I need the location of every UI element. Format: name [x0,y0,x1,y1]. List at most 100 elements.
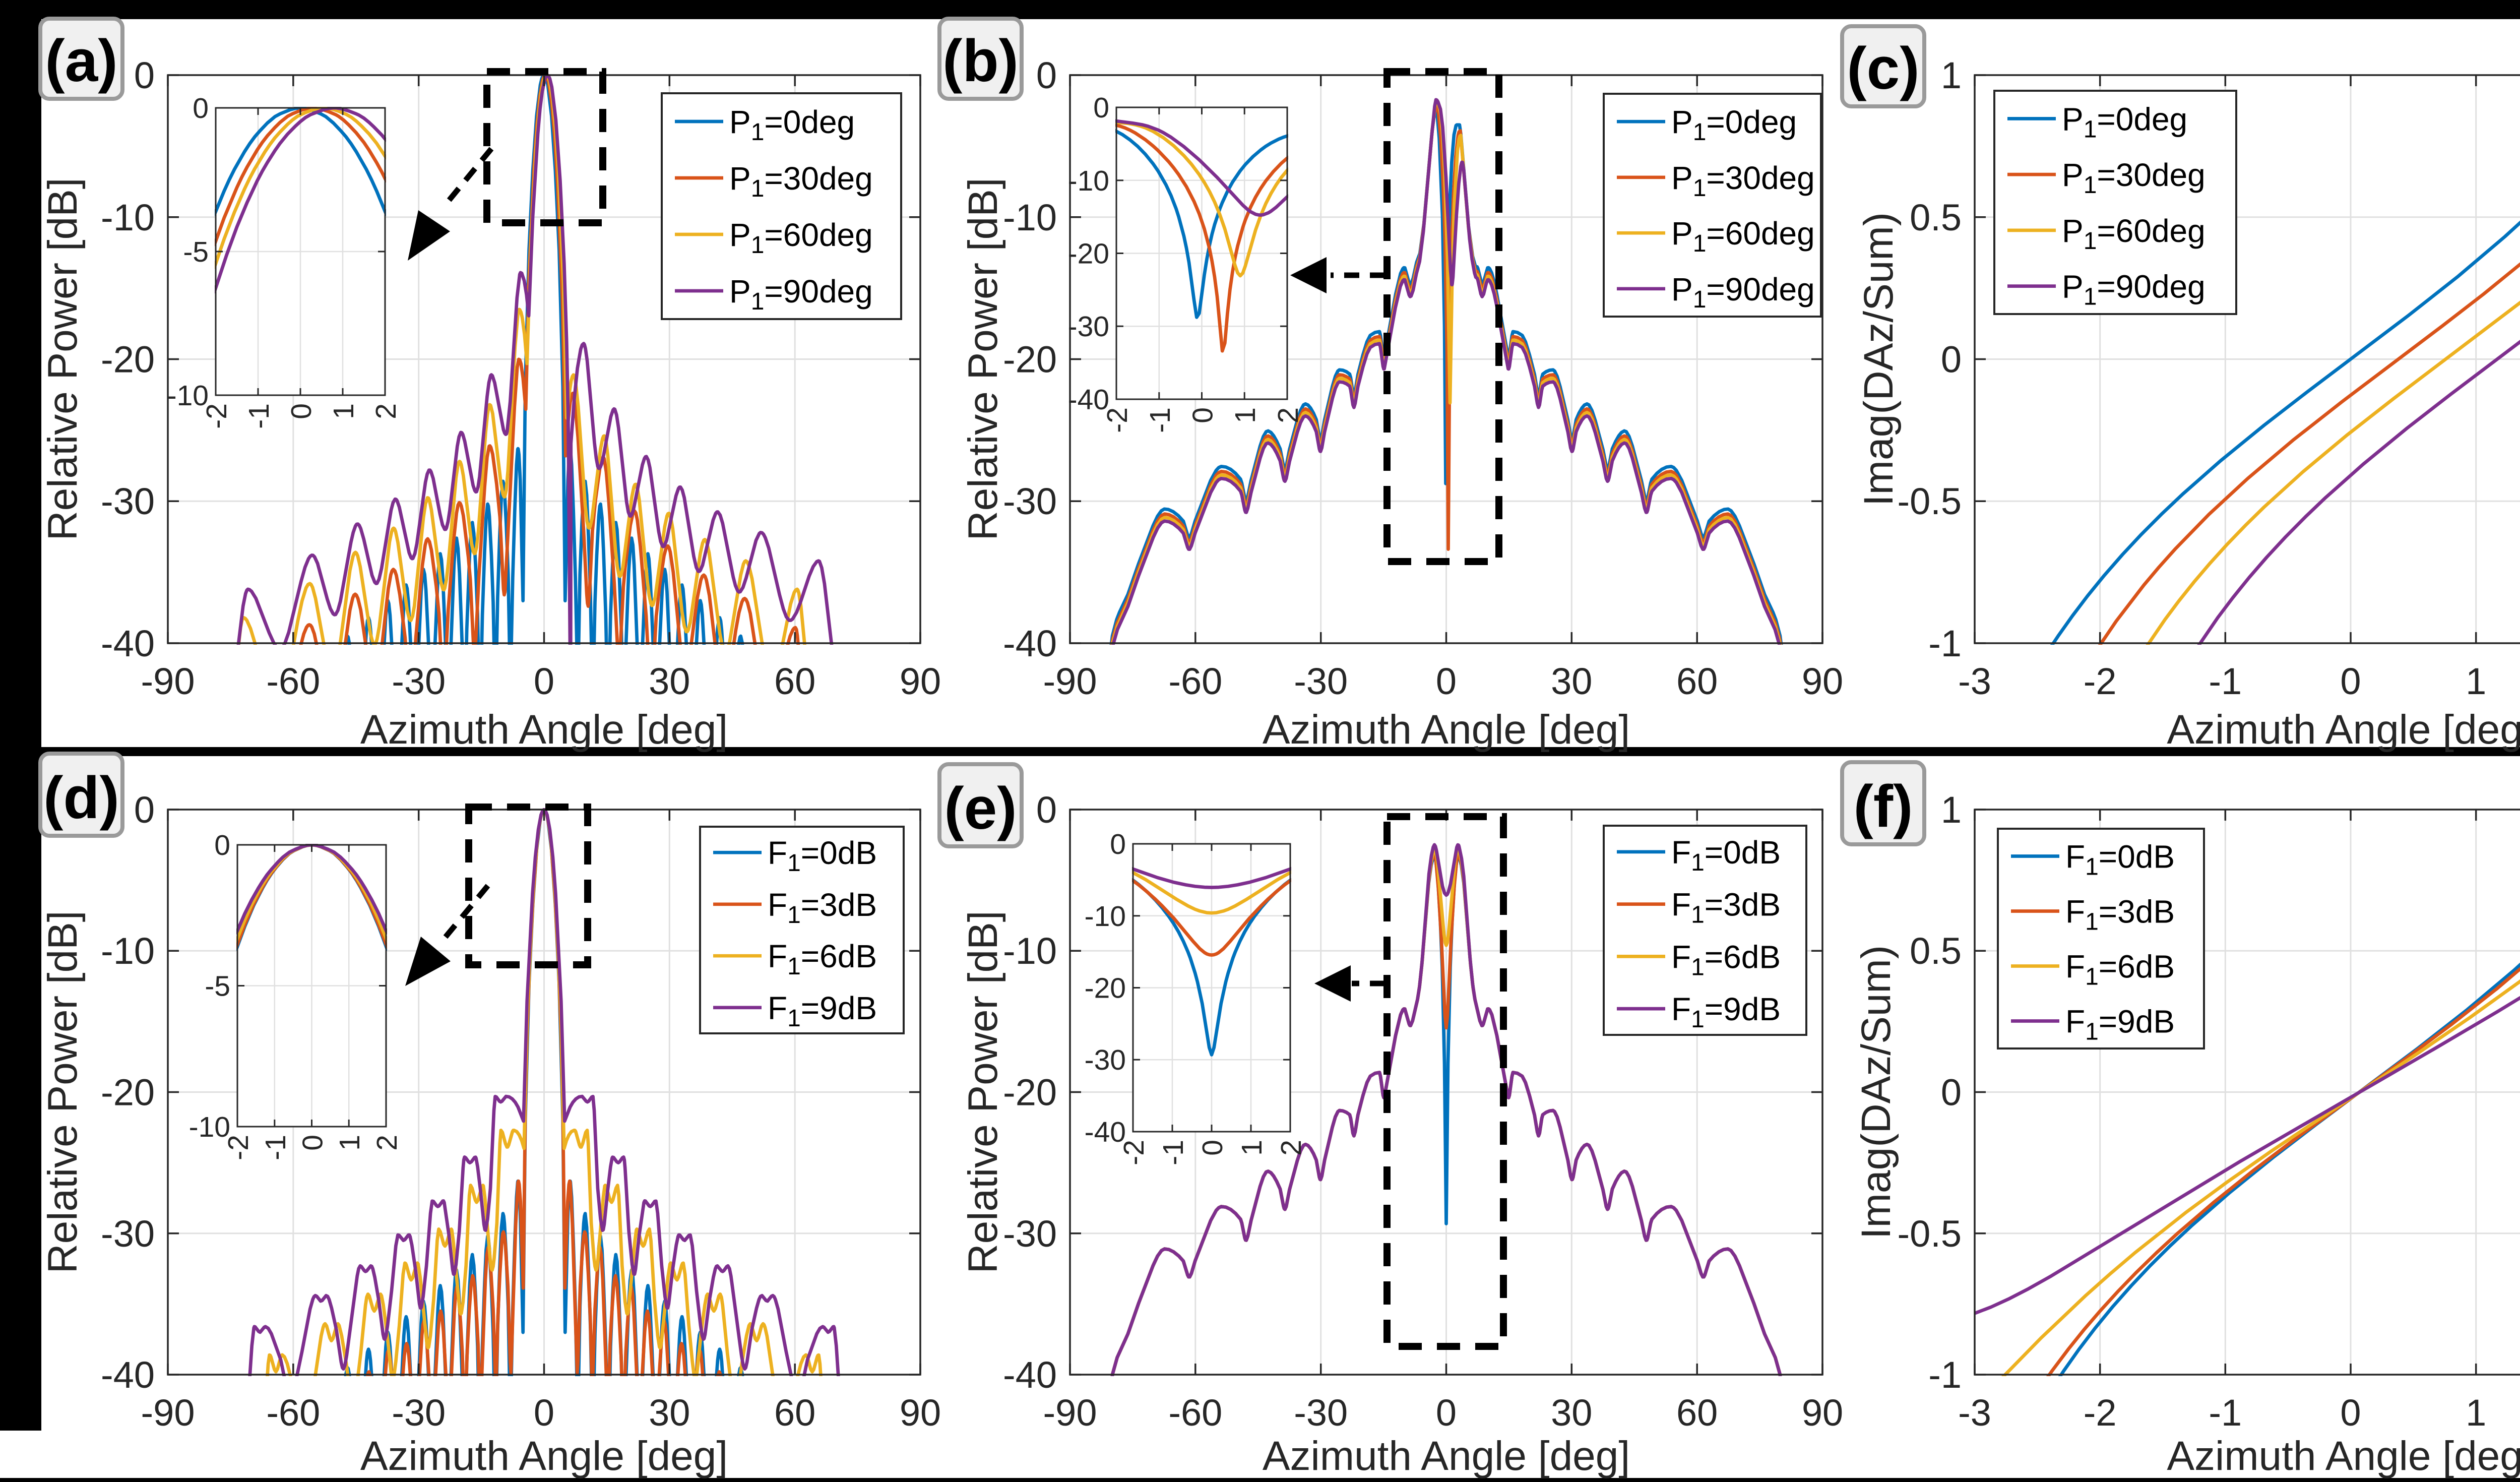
svg-text:90: 90 [1802,1392,1843,1434]
svg-text:1: 1 [1941,789,1962,831]
svg-text:Relative Power [dB]: Relative Power [dB] [960,910,1006,1273]
svg-text:Azimuth Angle [deg]: Azimuth Angle [deg] [1263,707,1630,753]
svg-text:-10: -10 [1003,197,1057,238]
svg-text:1: 1 [2466,1392,2486,1434]
svg-text:F1=9dB: F1=9dB [2065,1004,2175,1045]
svg-text:Relative Power [dB]: Relative Power [dB] [960,177,1006,540]
svg-text:-90: -90 [1043,1392,1097,1434]
svg-text:-10: -10 [1085,900,1126,933]
svg-text:-60: -60 [1168,1392,1222,1434]
svg-text:Azimuth Angle [deg]: Azimuth Angle [deg] [360,1433,728,1479]
svg-text:-40: -40 [1003,623,1057,664]
svg-text:P1=0deg: P1=0deg [729,104,855,146]
svg-text:-1: -1 [260,1135,292,1160]
svg-text:-0.5: -0.5 [1897,480,1962,522]
svg-text:-30: -30 [1003,1213,1057,1255]
svg-text:P1=0deg: P1=0deg [1671,104,1797,146]
svg-text:60: 60 [774,1392,815,1434]
svg-text:-30: -30 [1068,311,1109,343]
svg-text:F1=3dB: F1=3dB [1671,887,1781,929]
svg-text:-2: -2 [2084,1392,2117,1434]
svg-text:F1=0dB: F1=0dB [1671,834,1781,876]
svg-text:F1=3dB: F1=3dB [2065,894,2175,936]
svg-text:90: 90 [900,660,941,702]
svg-text:Azimuth Angle [deg]: Azimuth Angle [deg] [2167,1433,2520,1479]
svg-text:-3: -3 [1958,660,1991,702]
svg-text:Imag(DAz/Sum): Imag(DAz/Sum) [1853,945,1899,1239]
svg-text:-1: -1 [243,403,275,429]
svg-text:0: 0 [2340,660,2361,702]
svg-text:-10: -10 [189,1111,230,1143]
svg-text:0: 0 [193,92,209,125]
svg-text:Azimuth Angle [deg]: Azimuth Angle [deg] [1263,1433,1630,1479]
svg-text:F1=0dB: F1=0dB [2065,839,2175,881]
svg-text:2: 2 [1275,1140,1307,1156]
svg-text:Relative Power [dB]: Relative Power [dB] [40,177,86,540]
svg-text:0: 0 [1196,1140,1229,1156]
svg-text:0: 0 [214,829,230,861]
svg-text:0: 0 [1093,92,1109,124]
svg-text:(f): (f) [1854,773,1913,840]
svg-text:Azimuth Angle [deg]: Azimuth Angle [deg] [360,707,728,753]
svg-text:-20: -20 [1068,238,1109,270]
svg-text:1: 1 [1236,1140,1268,1156]
svg-text:0: 0 [134,54,155,96]
svg-text:-1: -1 [2209,660,2242,702]
svg-text:Imag(DAz/Sum): Imag(DAz/Sum) [1856,212,1902,506]
svg-text:30: 30 [1551,1392,1592,1434]
svg-text:-40: -40 [1003,1354,1057,1396]
svg-text:-30: -30 [101,480,155,522]
svg-text:Relative Power [dB]: Relative Power [dB] [40,910,86,1273]
svg-text:-90: -90 [1043,660,1097,702]
svg-text:0: 0 [134,789,155,831]
svg-text:-20: -20 [101,339,155,381]
svg-text:0: 0 [297,1135,329,1151]
svg-text:-10: -10 [1068,165,1109,197]
svg-text:-90: -90 [141,1392,195,1434]
svg-text:-60: -60 [266,660,320,702]
svg-text:F1=6dB: F1=6dB [1671,939,1781,980]
svg-text:-30: -30 [392,1392,446,1434]
svg-text:-40: -40 [1085,1116,1126,1148]
svg-text:-20: -20 [1003,1072,1057,1114]
svg-text:1: 1 [334,1135,366,1151]
svg-text:-2: -2 [1118,1140,1150,1165]
svg-text:-90: -90 [141,660,195,702]
svg-text:-20: -20 [1085,972,1126,1005]
svg-text:-3: -3 [1958,1392,1991,1434]
svg-text:Azimuth Angle [deg]: Azimuth Angle [deg] [2167,707,2520,753]
svg-text:0: 0 [1110,828,1126,860]
svg-text:0: 0 [2340,1392,2361,1434]
svg-text:-1: -1 [1144,407,1176,433]
svg-text:(d): (d) [43,765,119,831]
svg-text:0: 0 [1436,660,1457,702]
svg-text:-20: -20 [101,1072,155,1114]
svg-text:-1: -1 [1928,1354,1962,1396]
svg-text:P1=90deg: P1=90deg [2062,269,2206,311]
svg-text:60: 60 [1676,660,1718,702]
svg-text:0.5: 0.5 [1910,930,1962,972]
svg-text:0: 0 [1436,1392,1457,1434]
svg-text:0: 0 [534,1392,554,1434]
svg-text:-1: -1 [1928,623,1962,664]
svg-text:(a): (a) [45,28,117,94]
svg-text:(c): (c) [1847,35,1919,102]
svg-text:P1=60deg: P1=60deg [1671,215,1815,257]
svg-text:P1=0deg: P1=0deg [2062,101,2187,143]
svg-text:0: 0 [285,403,318,419]
svg-text:F1=6dB: F1=6dB [768,938,877,980]
svg-text:2: 2 [1272,407,1304,423]
svg-text:F1=6dB: F1=6dB [2065,949,2175,991]
svg-text:0: 0 [1036,54,1057,96]
svg-text:30: 30 [649,660,690,702]
svg-text:90: 90 [1802,660,1843,702]
svg-text:90: 90 [900,1392,941,1434]
svg-text:-20: -20 [1003,339,1057,381]
svg-text:-1: -1 [2209,1392,2242,1434]
svg-text:-40: -40 [1068,384,1109,416]
svg-text:-1: -1 [1157,1140,1189,1165]
svg-text:-30: -30 [1294,660,1348,702]
svg-text:-10: -10 [167,380,209,412]
svg-text:-2: -2 [1101,407,1133,433]
svg-text:0: 0 [1941,1072,1962,1114]
